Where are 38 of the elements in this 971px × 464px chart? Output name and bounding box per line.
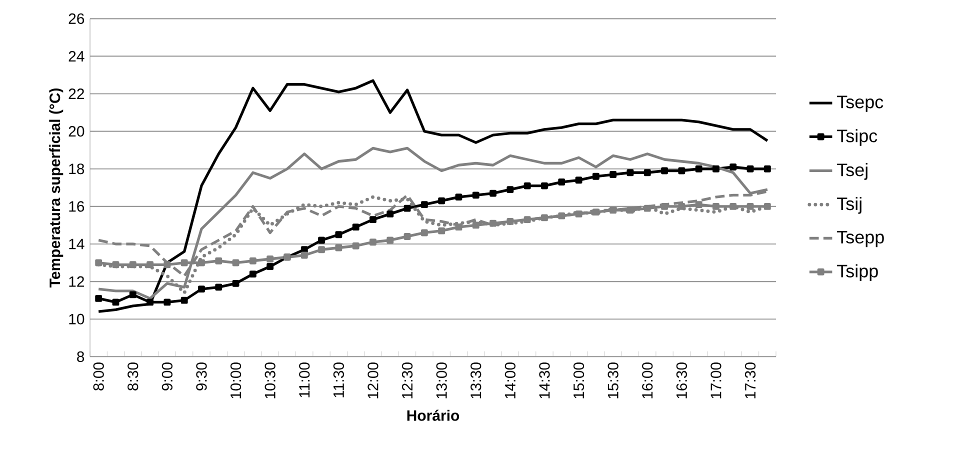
x-tick-label: 10:30: [264, 362, 276, 398]
x-axis-title: Horário: [407, 410, 460, 421]
x-tick-label: 16:30: [676, 362, 687, 398]
y-tick-label: 12: [69, 276, 84, 287]
legend-label: Tsepc: [836, 96, 884, 112]
x-tick-label: 17:00: [710, 362, 722, 398]
x-tick-label: 8:30: [128, 362, 138, 390]
y-tick-label: 8: [77, 351, 84, 362]
x-tick-label: 14:00: [504, 362, 516, 398]
x-tick-label: 9:30: [196, 362, 207, 390]
y-tick-label: 26: [68, 13, 84, 24]
x-tick-label: 13:00: [436, 362, 447, 398]
x-tick-label: 16:00: [642, 362, 653, 398]
x-tick-label: 9:00: [162, 362, 172, 390]
y-tick-label: 16: [69, 201, 84, 212]
x-tick-label: 15:00: [573, 362, 584, 398]
y-tick-label: 20: [68, 126, 84, 137]
x-tick-label: 12:30: [402, 362, 413, 398]
y-axis-title: Temperatura superficial (°C): [49, 88, 64, 288]
legend-label: Tsij: [836, 196, 862, 214]
y-tick-label: 22: [68, 88, 84, 100]
y-tick-label: 10: [69, 314, 84, 324]
x-tick-label: 17:30: [744, 362, 756, 398]
x-tick-label: 11:30: [333, 362, 344, 398]
y-tick-label: 14: [69, 238, 84, 250]
x-tick-label: 15:30: [608, 362, 618, 398]
y-tick-label: 24: [68, 50, 84, 62]
x-tick-label: 10:00: [230, 362, 242, 398]
legend-label: Tsipc: [836, 129, 878, 146]
y-tick-label: 18: [69, 164, 84, 174]
x-tick-label: 14:30: [539, 362, 550, 398]
x-tick-label: 8:00: [93, 362, 104, 390]
x-tick-label: 12:00: [368, 362, 378, 398]
legend-label: Tsipp: [836, 264, 878, 282]
x-tick-label: 11:00: [299, 362, 310, 398]
x-tick-label: 13:30: [470, 362, 482, 398]
legend-label: Tsej: [836, 163, 868, 180]
legend-label: Tsepp: [836, 230, 884, 248]
